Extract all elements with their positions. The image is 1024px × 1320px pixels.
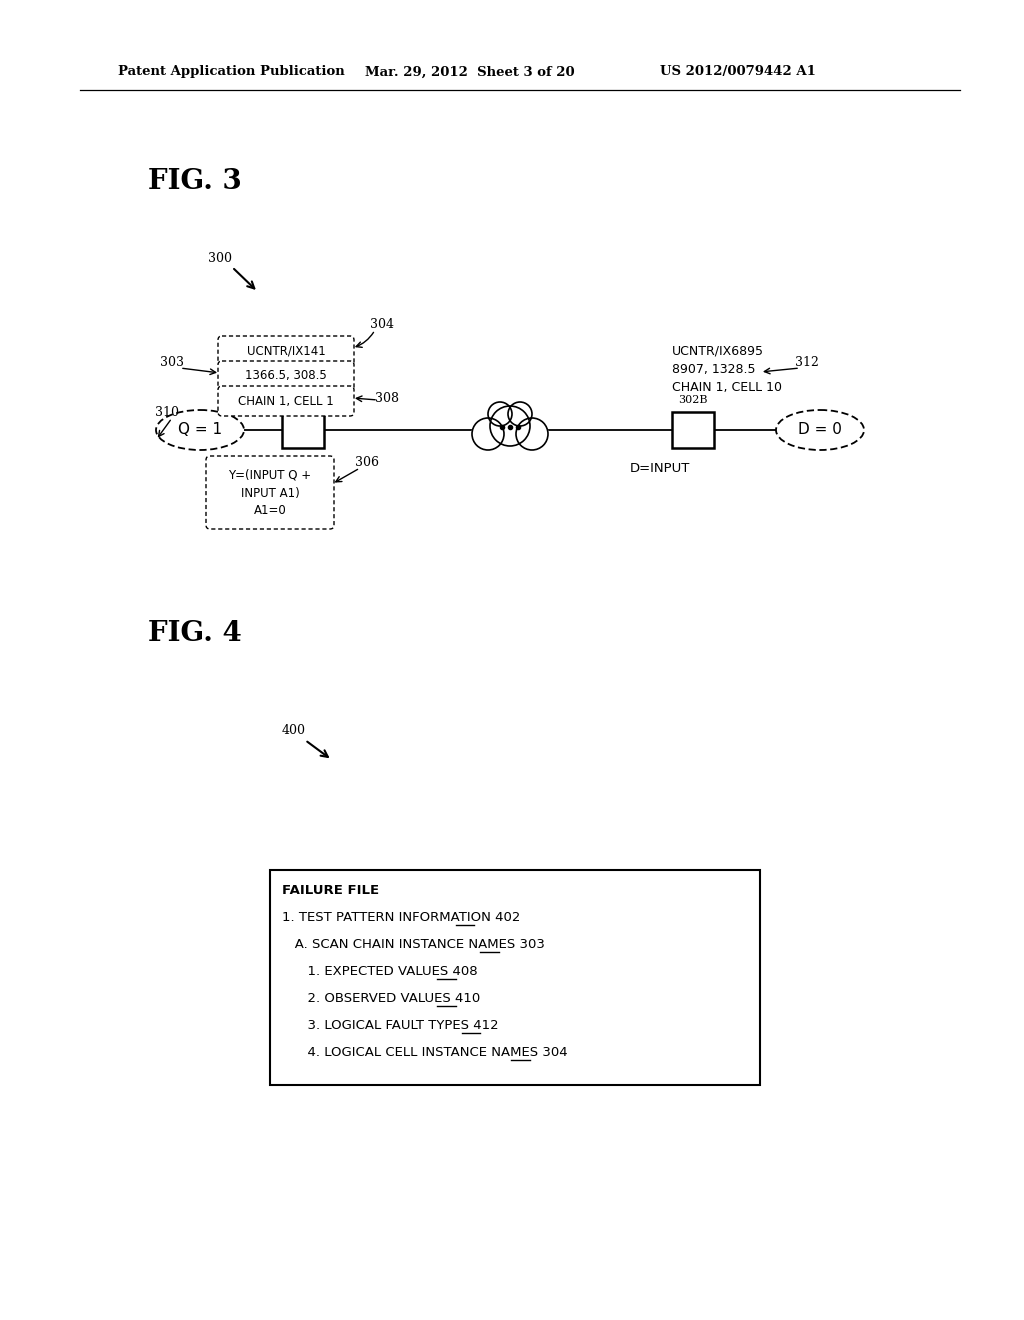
- Text: D = 0: D = 0: [798, 422, 842, 437]
- Text: D=INPUT: D=INPUT: [630, 462, 690, 474]
- Text: Q = 1: Q = 1: [178, 422, 222, 437]
- Text: 302A: 302A: [289, 395, 317, 405]
- Text: CHAIN 1, CELL 10: CHAIN 1, CELL 10: [672, 381, 782, 393]
- Text: 3. LOGICAL FAULT TYPES 412: 3. LOGICAL FAULT TYPES 412: [282, 1019, 499, 1032]
- Text: UCNTR/IX6895: UCNTR/IX6895: [672, 345, 764, 358]
- Text: INPUT A1): INPUT A1): [241, 487, 299, 499]
- FancyBboxPatch shape: [270, 870, 760, 1085]
- Text: 1. EXPECTED VALUES 408: 1. EXPECTED VALUES 408: [282, 965, 477, 978]
- Text: FAILURE FILE: FAILURE FILE: [282, 884, 379, 898]
- Text: Y=(INPUT Q +: Y=(INPUT Q +: [228, 469, 311, 482]
- FancyBboxPatch shape: [218, 337, 354, 366]
- FancyBboxPatch shape: [218, 385, 354, 416]
- Text: Patent Application Publication: Patent Application Publication: [118, 66, 345, 78]
- Text: 303: 303: [160, 355, 184, 368]
- Text: UCNTR/IX141: UCNTR/IX141: [247, 345, 326, 358]
- Ellipse shape: [776, 411, 864, 450]
- Text: Mar. 29, 2012  Sheet 3 of 20: Mar. 29, 2012 Sheet 3 of 20: [365, 66, 574, 78]
- Circle shape: [508, 403, 532, 426]
- Text: A1=0: A1=0: [254, 504, 287, 517]
- Circle shape: [490, 407, 530, 446]
- Text: CHAIN 1, CELL 1: CHAIN 1, CELL 1: [239, 395, 334, 408]
- Text: 1366.5, 308.5: 1366.5, 308.5: [245, 370, 327, 383]
- Text: 400: 400: [282, 723, 306, 737]
- Text: FIG. 3: FIG. 3: [148, 168, 242, 195]
- FancyBboxPatch shape: [218, 360, 354, 391]
- Text: 310: 310: [155, 405, 179, 418]
- Text: 1. TEST PATTERN INFORMATION 402: 1. TEST PATTERN INFORMATION 402: [282, 911, 520, 924]
- Circle shape: [516, 418, 548, 450]
- Text: 308: 308: [375, 392, 399, 404]
- Text: 300: 300: [208, 252, 232, 264]
- Text: 312: 312: [795, 355, 819, 368]
- FancyBboxPatch shape: [282, 412, 324, 447]
- Text: 304: 304: [370, 318, 394, 331]
- Text: 4. LOGICAL CELL INSTANCE NAMES 304: 4. LOGICAL CELL INSTANCE NAMES 304: [282, 1045, 567, 1059]
- Ellipse shape: [156, 411, 244, 450]
- Text: 306: 306: [355, 455, 379, 469]
- Text: 302B: 302B: [678, 395, 708, 405]
- Text: US 2012/0079442 A1: US 2012/0079442 A1: [660, 66, 816, 78]
- Circle shape: [472, 418, 504, 450]
- Circle shape: [488, 403, 512, 426]
- Text: A. SCAN CHAIN INSTANCE NAMES 303: A. SCAN CHAIN INSTANCE NAMES 303: [282, 939, 545, 950]
- Text: 8907, 1328.5: 8907, 1328.5: [672, 363, 756, 376]
- FancyBboxPatch shape: [206, 455, 334, 529]
- FancyBboxPatch shape: [672, 412, 714, 447]
- Text: 2. OBSERVED VALUES 410: 2. OBSERVED VALUES 410: [282, 993, 480, 1005]
- Text: FIG. 4: FIG. 4: [148, 620, 242, 647]
